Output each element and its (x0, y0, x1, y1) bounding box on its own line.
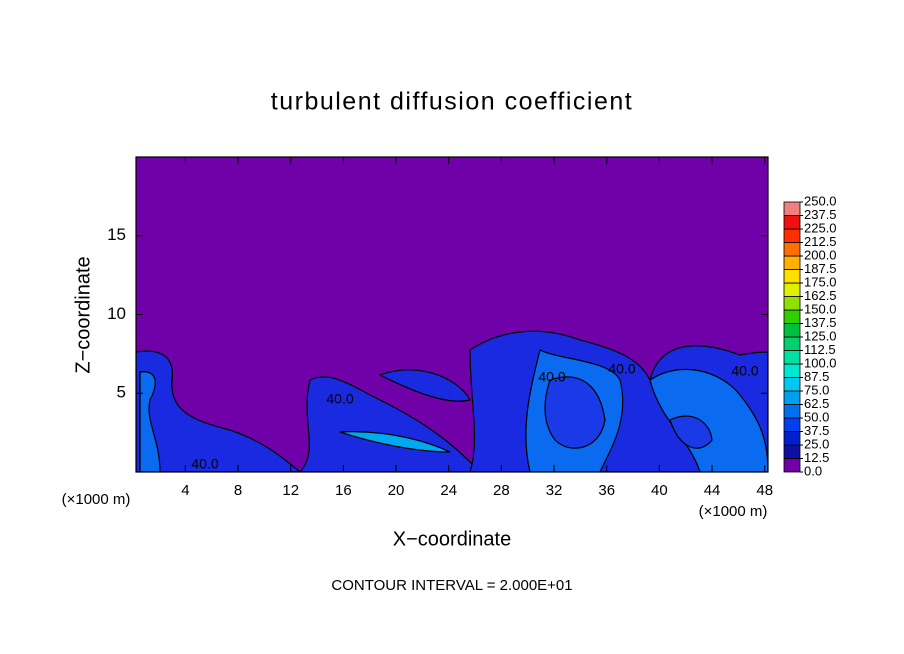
colorbar-tick-label: 12.5 (804, 450, 829, 465)
x-unit: (×1000 m) (62, 491, 131, 508)
colorbar-tick-label: 75.0 (804, 382, 829, 397)
colorbar-swatch (783, 296, 801, 311)
colorbar-swatch (783, 417, 801, 432)
colorbar-tick-label: 225.0 (804, 220, 837, 235)
field-region (544, 376, 606, 449)
colorbar-swatch (783, 323, 801, 338)
x-tick-label: 4 (181, 482, 189, 499)
colorbar-swatch (783, 390, 801, 405)
colorbar-tick-label: 0.0 (804, 463, 822, 478)
colorbar-swatch (783, 228, 801, 243)
colorbar-swatch (783, 255, 801, 270)
y-axis-label: Z−coordinate (72, 256, 94, 373)
colorbar-tick-label: 62.5 (804, 396, 829, 411)
colorbar-swatch (783, 336, 801, 351)
contour-label: 40.0 (608, 361, 635, 377)
contour-label: 40.0 (731, 363, 758, 379)
x-tick-label: 12 (282, 482, 299, 499)
x-tick-label: 48 (756, 482, 773, 499)
colorbar-tick-label: 125.0 (804, 328, 837, 343)
colorbar-tick-label: 175.0 (804, 274, 837, 289)
field (136, 157, 768, 472)
field-region (139, 371, 161, 472)
colorbar-swatch (783, 201, 801, 216)
colorbar-swatch (783, 363, 801, 378)
x-tick-label: 36 (598, 482, 615, 499)
y-tick-label: 5 (117, 383, 126, 402)
colorbar-swatch (783, 282, 801, 297)
colorbar-tick-label: 87.5 (804, 369, 829, 384)
colorbar-swatch (783, 458, 801, 473)
colorbar-swatch (783, 269, 801, 284)
colorbar-swatch (783, 377, 801, 392)
colorbar-tick-label: 100.0 (804, 355, 837, 370)
x-tick-label: 8 (234, 482, 242, 499)
colorbar-swatch (783, 431, 801, 446)
colorbar-tick-label: 150.0 (804, 301, 837, 316)
x-tick-label: 40 (651, 482, 668, 499)
colorbar-tick-label: 137.5 (804, 315, 837, 330)
x-tick-label: 16 (335, 482, 352, 499)
field-region (136, 350, 301, 472)
colorbar-tick-label: 50.0 (804, 409, 829, 424)
colorbar-tick-label: 212.5 (804, 234, 837, 249)
y-tick-label: 10 (107, 304, 126, 323)
colorbar-tick-label: 37.5 (804, 423, 829, 438)
colorbar-tick-label: 250.0 (804, 193, 837, 208)
note: CONTOUR INTERVAL = 2.000E+01 (331, 577, 572, 594)
colorbar-tick-label: 200.0 (804, 247, 837, 262)
contour-label: 40.0 (326, 391, 353, 407)
colorbar-swatch (783, 350, 801, 365)
colorbar-tick-label: 112.5 (804, 342, 836, 357)
x-unit: (×1000 m) (699, 503, 768, 520)
x-tick-label: 28 (493, 482, 510, 499)
colorbar-swatch (783, 404, 801, 419)
colorbar-swatch (783, 444, 801, 459)
field-region (339, 431, 451, 453)
colorbar-tick-label: 162.5 (804, 288, 837, 303)
x-axis-label: X−coordinate (393, 528, 511, 550)
field-region (669, 415, 713, 449)
colorbar-swatch (783, 215, 801, 230)
field-region (378, 369, 471, 402)
contour-label: 40.0 (538, 369, 565, 385)
colorbar-swatch (783, 309, 801, 324)
contour-label: 40.0 (191, 456, 218, 472)
colorbar-tick-label: 237.5 (804, 207, 837, 222)
colorbar-tick-label: 187.5 (804, 261, 837, 276)
colorbar-tick-label: 25.0 (804, 436, 829, 451)
x-tick-label: 44 (704, 482, 721, 499)
y-tick-label: 15 (107, 225, 126, 244)
x-tick-label: 20 (388, 482, 405, 499)
chart-title: turbulent diffusion coefficient (271, 88, 633, 116)
x-tick-label: 32 (546, 482, 563, 499)
colorbar-swatch (783, 242, 801, 257)
x-tick-label: 24 (440, 482, 457, 499)
